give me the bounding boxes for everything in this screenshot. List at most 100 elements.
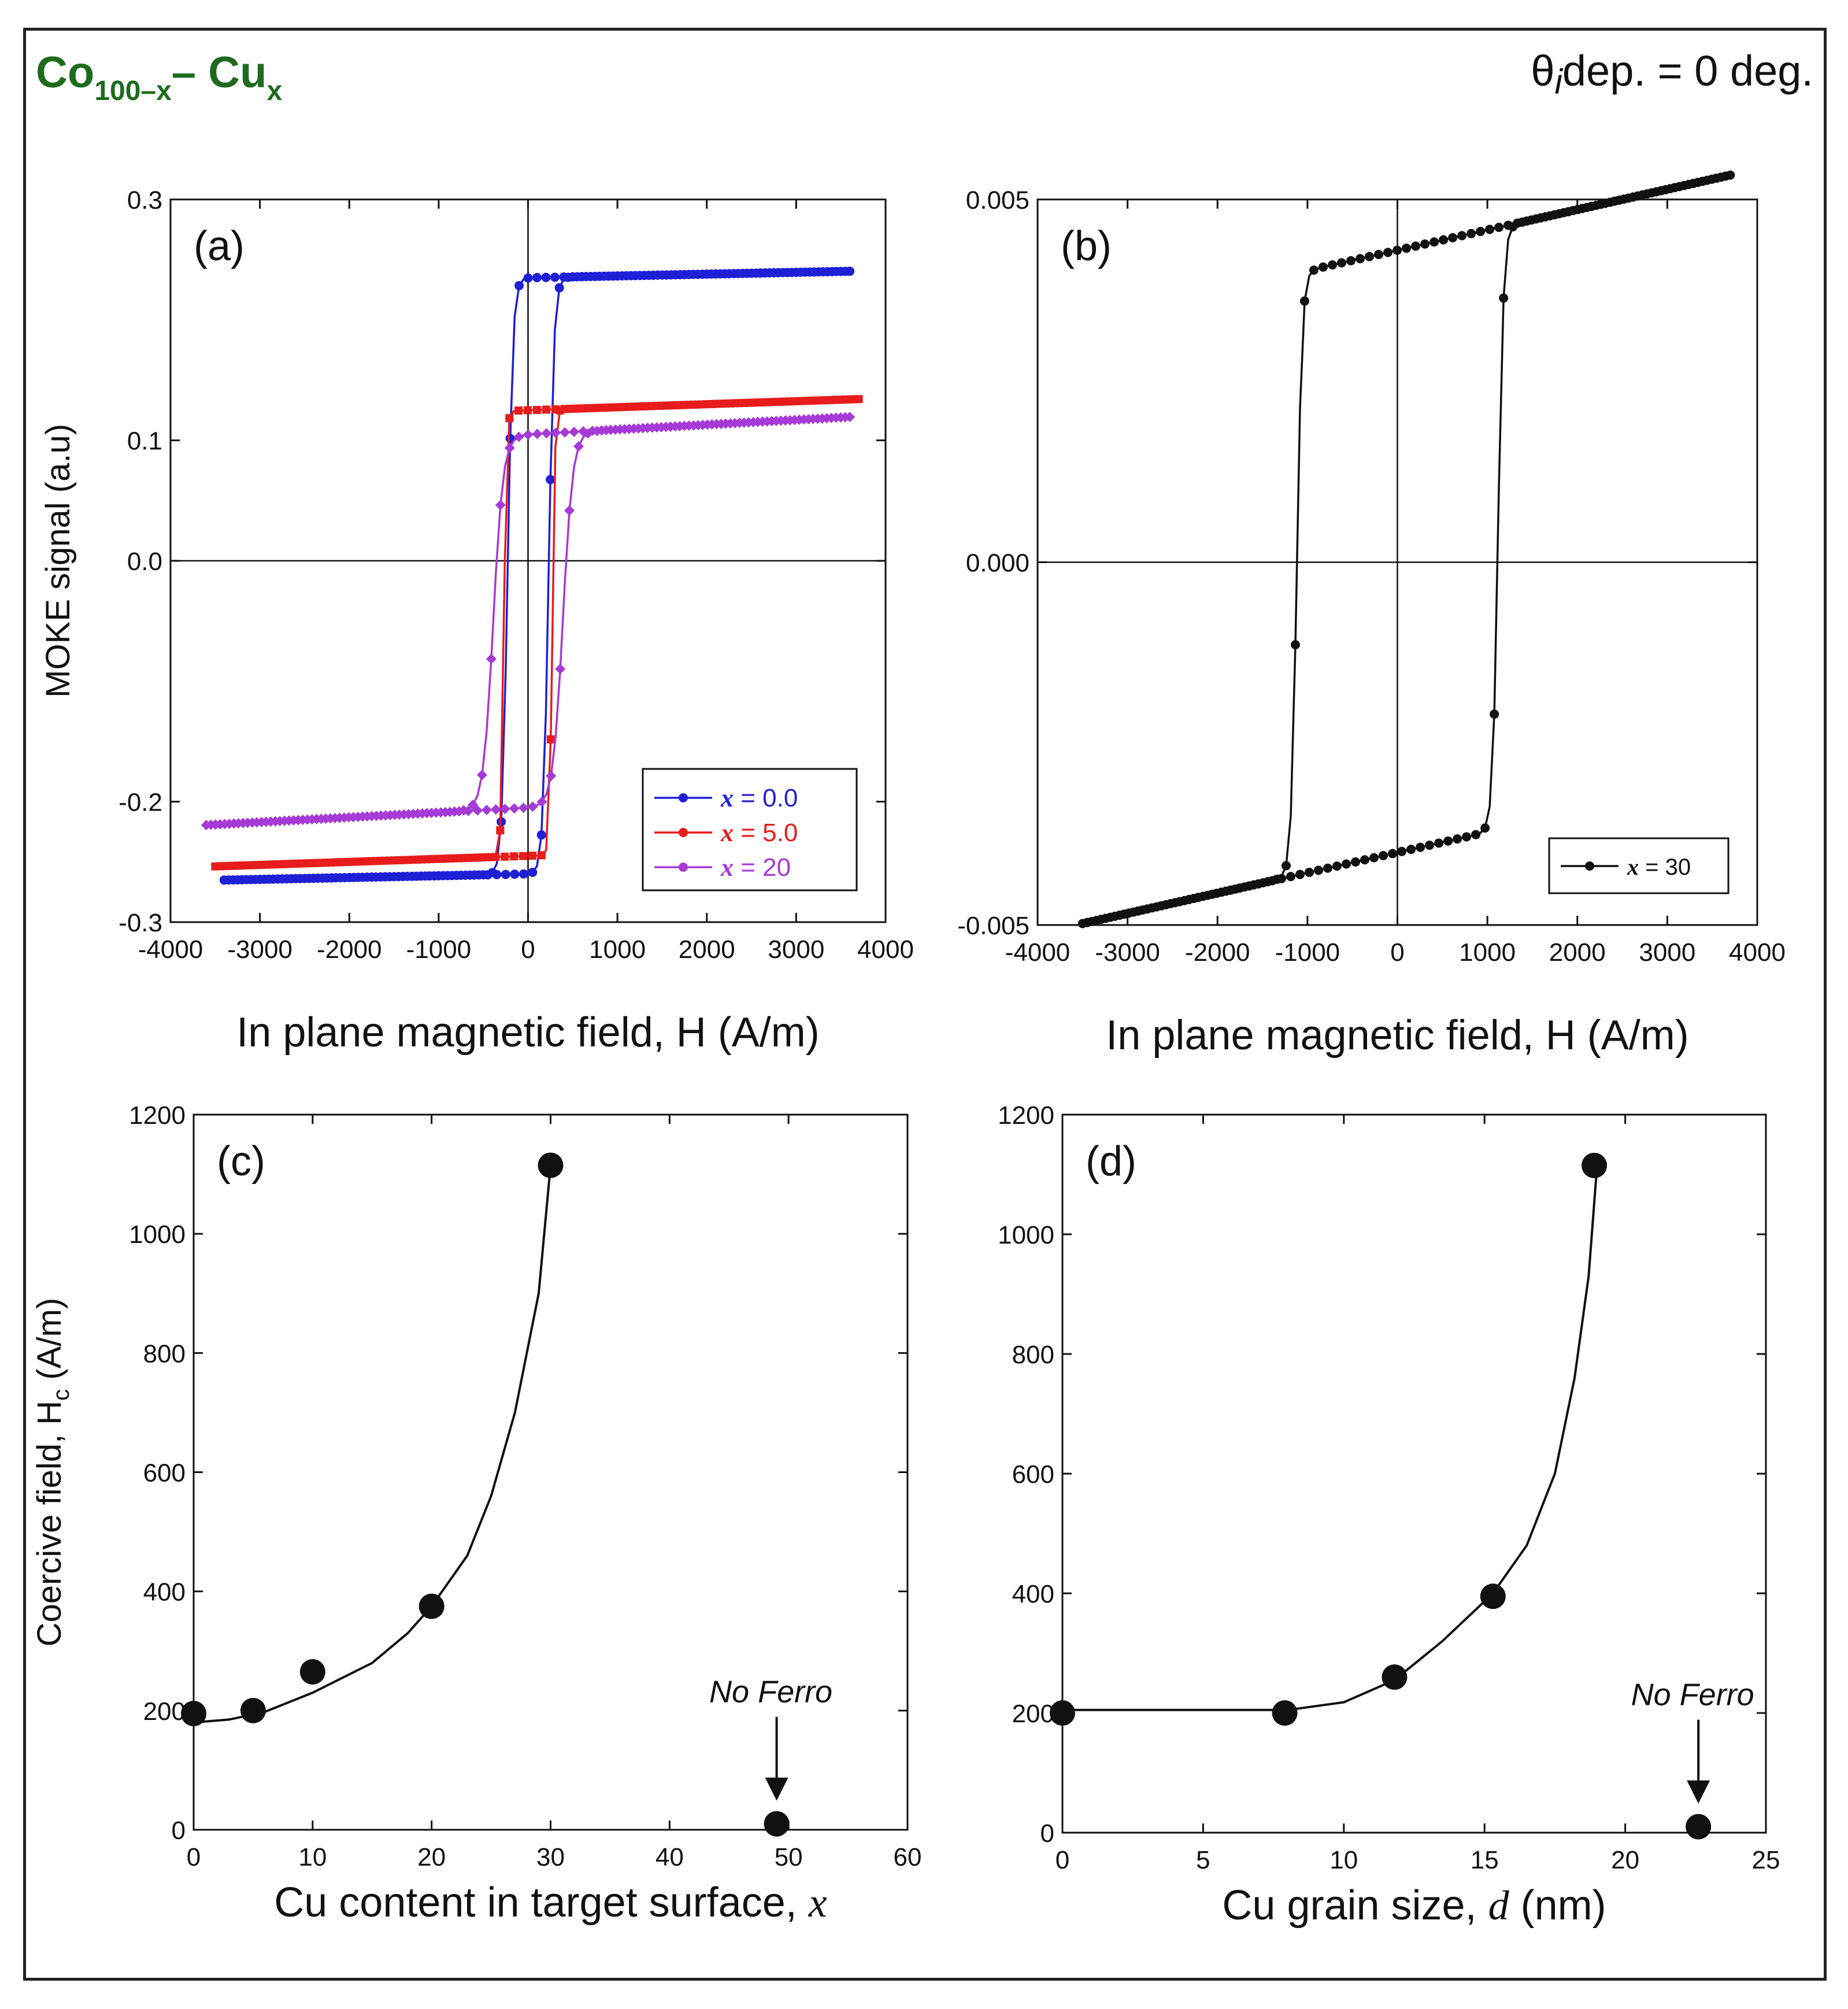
- data-point: [1239, 882, 1249, 892]
- data-point: [1295, 870, 1305, 879]
- data-point: [680, 269, 690, 279]
- data-point: [398, 809, 409, 820]
- data-point: [1582, 1152, 1608, 1178]
- data-point: [766, 416, 777, 427]
- data-point: [599, 271, 609, 281]
- data-point: [784, 415, 795, 426]
- x-tick-label: -2000: [317, 935, 382, 964]
- no-ferro-annotation: No Ferro: [709, 1675, 832, 1710]
- data-point: [767, 398, 776, 406]
- data-point: [233, 818, 244, 829]
- data-point: [1369, 853, 1379, 863]
- data-point: [232, 875, 242, 885]
- data-point: [1393, 245, 1402, 255]
- data-point: [523, 429, 534, 440]
- x-tick-label: 0: [1390, 938, 1404, 967]
- data-point: [1527, 215, 1536, 225]
- data-point: [532, 273, 542, 283]
- data-point: [653, 270, 662, 280]
- panel-label: (b): [1061, 223, 1112, 269]
- data-point: [1156, 901, 1166, 911]
- x-axis-title-text: Cu content in target surface,: [274, 1879, 809, 1926]
- data-point: [349, 872, 358, 882]
- y-tick-label: 1200: [998, 1101, 1054, 1130]
- data-point: [426, 808, 437, 819]
- x-tick-label: -1000: [1275, 938, 1340, 967]
- data-point: [715, 269, 725, 279]
- data-point: [706, 269, 716, 279]
- data-point: [286, 874, 296, 883]
- data-point: [1656, 186, 1666, 195]
- data-point: [1272, 1700, 1298, 1726]
- data-point: [638, 423, 649, 434]
- data-point: [555, 406, 564, 415]
- data-point: [1425, 840, 1435, 850]
- data-point: [739, 399, 748, 408]
- data-point: [394, 872, 403, 882]
- data-point: [591, 426, 602, 436]
- x-tick-label: 40: [655, 1843, 684, 1871]
- data-point: [821, 413, 832, 424]
- data-point: [644, 271, 654, 280]
- data-point: [590, 272, 600, 282]
- data-point: [409, 856, 417, 864]
- data-point: [1299, 296, 1309, 306]
- data-point: [720, 418, 731, 429]
- data-point: [796, 267, 806, 277]
- data-point: [474, 870, 484, 880]
- data-point: [840, 412, 851, 423]
- data-point: [326, 858, 335, 867]
- x-tick-label: 0: [1056, 1846, 1069, 1874]
- data-point: [758, 398, 766, 406]
- data-point: [683, 420, 694, 431]
- series-x-0-0: [219, 267, 855, 885]
- data-point: [1485, 224, 1495, 234]
- y-tick-label: 0: [172, 1816, 186, 1845]
- data-point: [1686, 1814, 1712, 1840]
- panel-label: (a): [194, 223, 245, 269]
- x-tick-label: 0: [521, 935, 535, 964]
- legend-variable: x: [1627, 854, 1639, 880]
- data-point: [1466, 229, 1476, 239]
- data-point: [1434, 838, 1444, 848]
- data-point: [353, 811, 364, 822]
- data-point: [343, 812, 354, 823]
- data-point: [671, 270, 680, 280]
- data-point: [628, 423, 639, 434]
- data-point: [472, 805, 483, 816]
- data-point: [812, 413, 823, 424]
- data-point: [1351, 857, 1361, 867]
- data-point: [1462, 832, 1472, 842]
- data-point: [1453, 834, 1462, 844]
- data-point: [528, 852, 537, 860]
- data-point: [688, 269, 698, 279]
- data-point: [270, 816, 281, 827]
- x-tick-label: 2000: [1549, 938, 1606, 967]
- data-point: [1128, 907, 1138, 917]
- data-point: [288, 815, 299, 826]
- data-point: [1304, 867, 1314, 877]
- data-point: [509, 803, 520, 814]
- data-point: [313, 874, 323, 883]
- data-point: [831, 395, 840, 404]
- data-point: [399, 856, 408, 864]
- data-point: [573, 441, 584, 452]
- x-tick-label: 20: [417, 1843, 446, 1871]
- data-point: [1318, 262, 1328, 272]
- data-point: [243, 861, 251, 870]
- data-point: [224, 875, 234, 885]
- data-point: [617, 271, 627, 281]
- data-point: [1448, 233, 1458, 243]
- y-tick-label: 800: [1012, 1341, 1054, 1369]
- data-point: [1397, 846, 1407, 856]
- data-point: [234, 861, 243, 870]
- data-point: [831, 412, 842, 423]
- data-point: [524, 406, 532, 415]
- data-point: [1564, 207, 1573, 217]
- data-point: [1101, 913, 1110, 923]
- x-tick-label: 3000: [1639, 938, 1695, 967]
- data-point: [408, 808, 419, 819]
- data-point: [1457, 231, 1467, 241]
- legend-variable: x: [720, 853, 734, 882]
